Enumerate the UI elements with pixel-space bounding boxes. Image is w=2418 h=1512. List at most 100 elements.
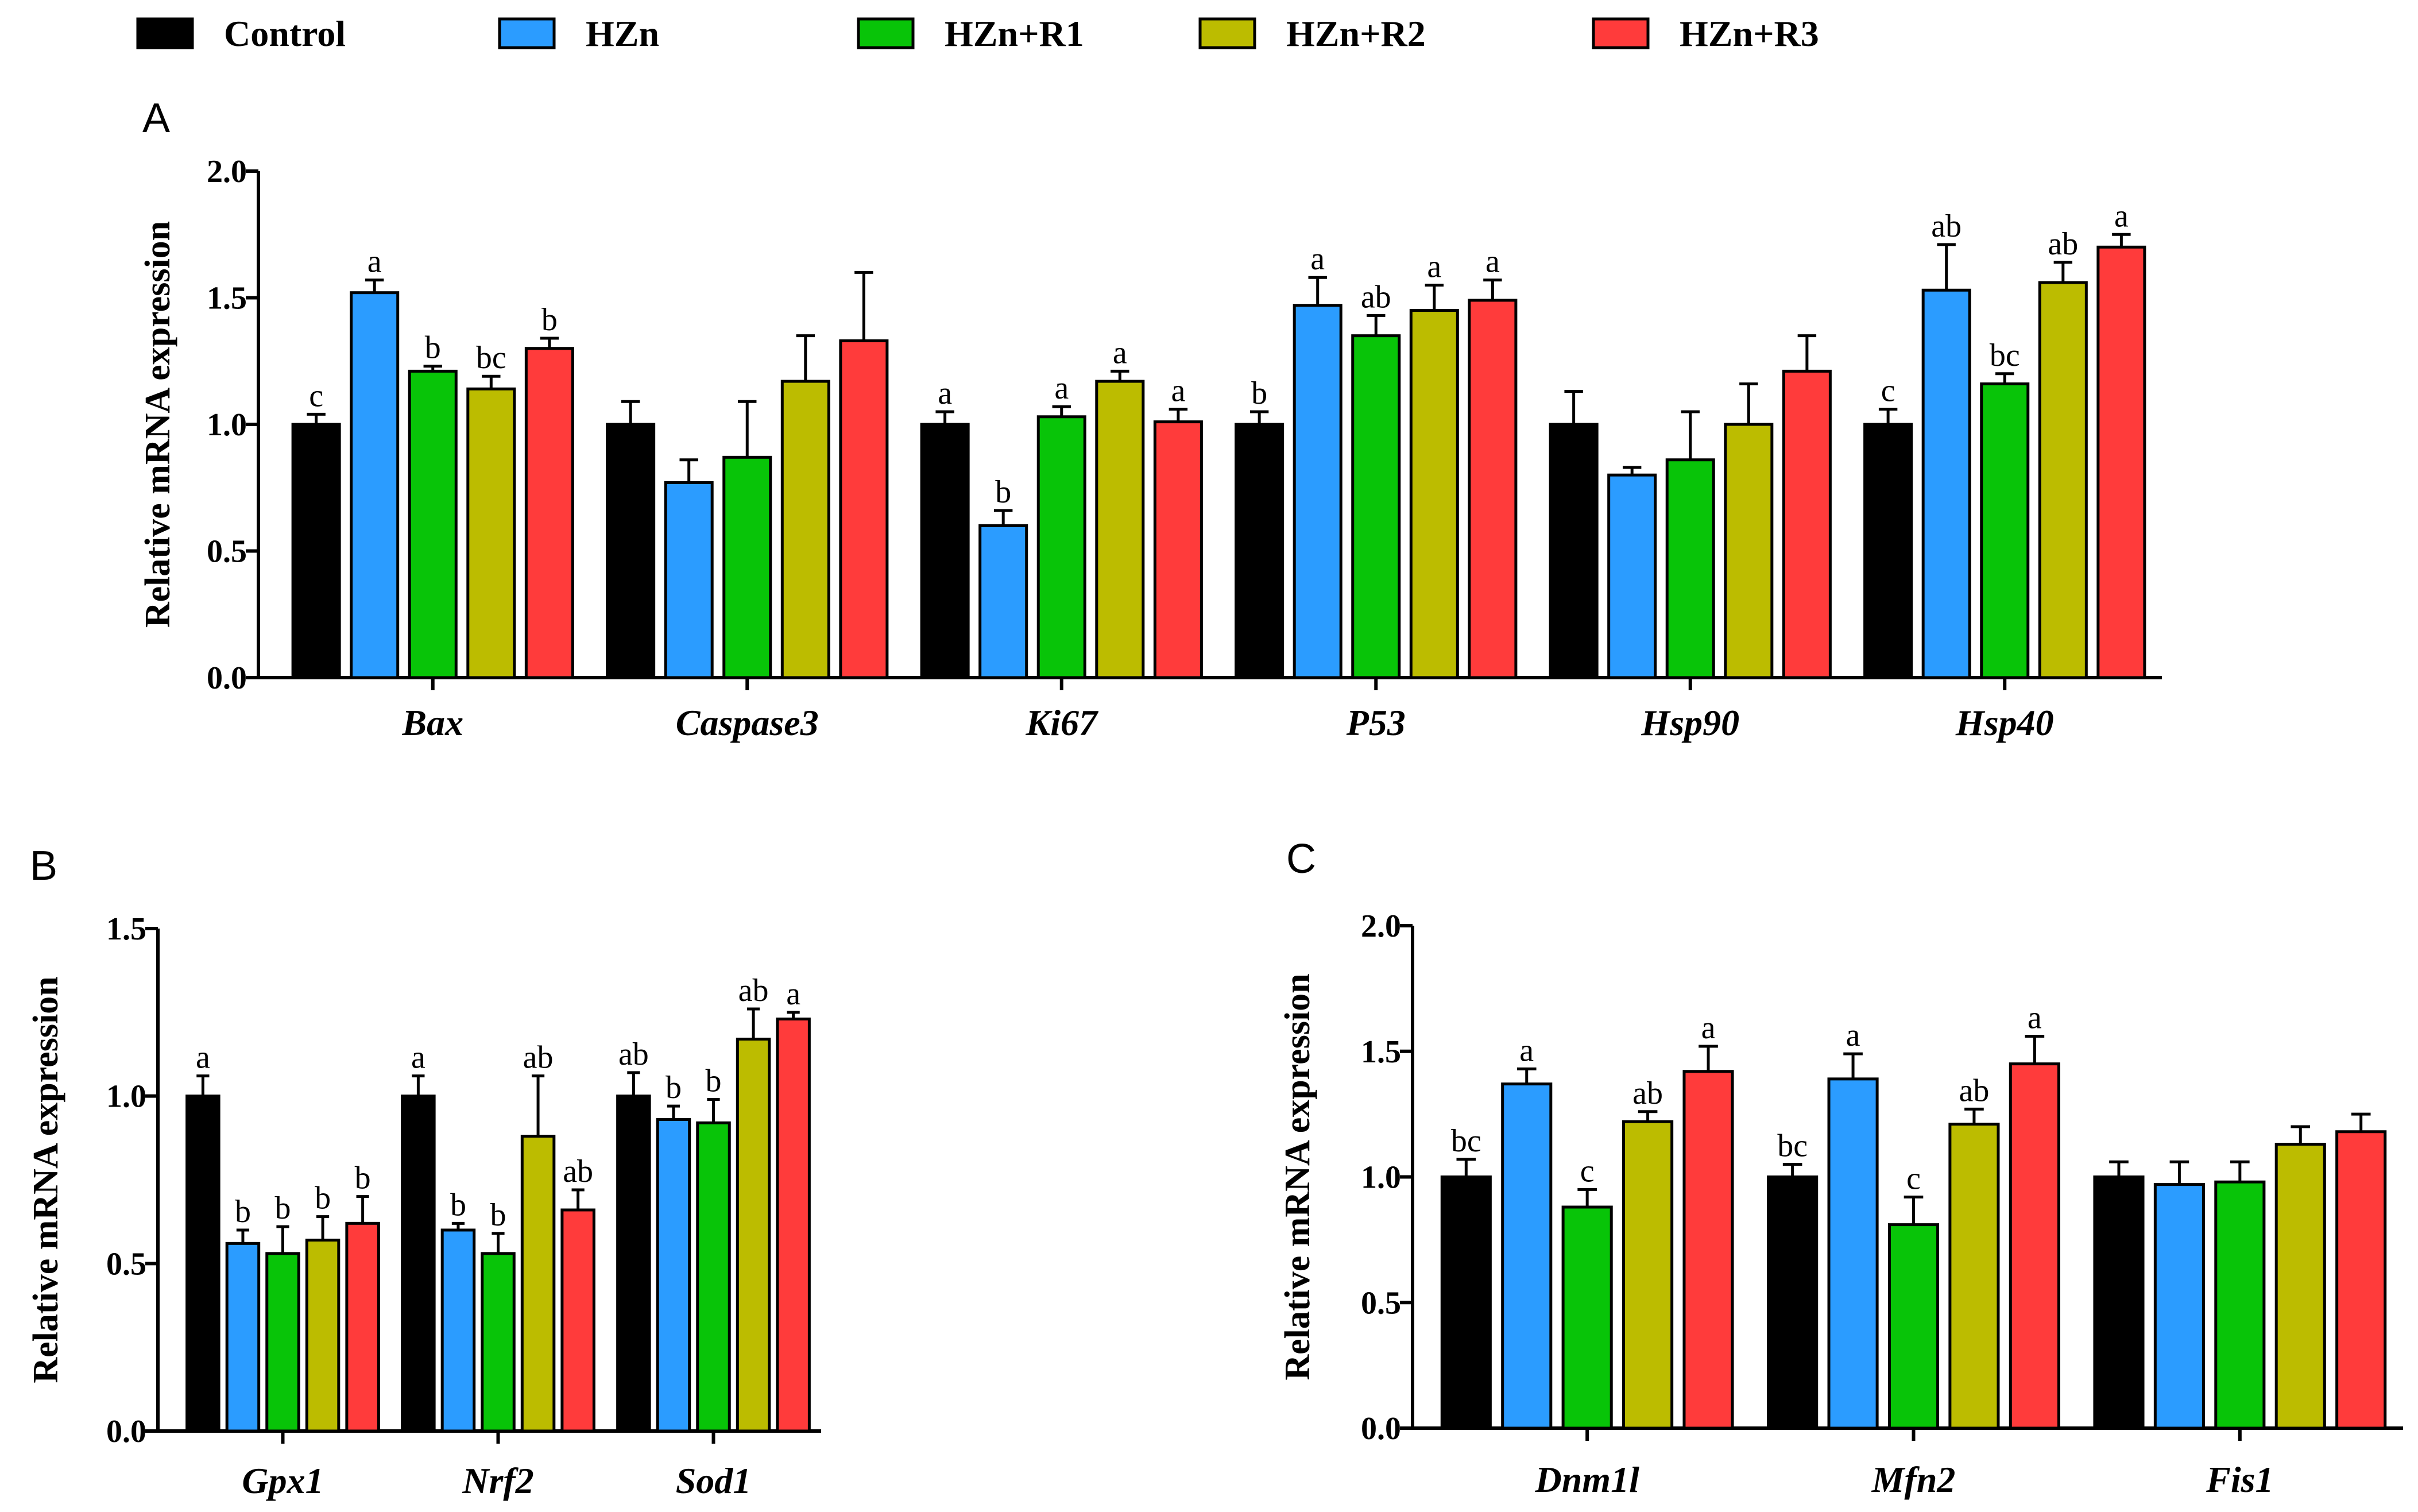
y-tick-label: 1.5 [106, 911, 146, 947]
category-label: Dnm1l [1534, 1459, 1639, 1500]
significance-label: a [1427, 249, 1441, 284]
significance-label: ab [563, 1154, 593, 1189]
y-tick-label: 1.0 [207, 407, 247, 443]
significance-label: ab [618, 1037, 649, 1072]
bar-control [185, 1095, 220, 1433]
significance-label: bc [1777, 1128, 1808, 1164]
bar-hzn-r3 [1153, 420, 1203, 679]
bar-control [2093, 1175, 2145, 1430]
legend-label-0: Control [224, 13, 346, 54]
panel-label: A [142, 95, 170, 141]
significance-label: a [1846, 1018, 1860, 1053]
bar-hzn-r3 [1468, 299, 1518, 679]
y-tick-label: 0.5 [106, 1246, 146, 1282]
bar-hzn-r2 [780, 380, 830, 679]
category-label: Hsp40 [1955, 702, 2054, 743]
significance-label: a [1171, 373, 1185, 409]
significance-label: a [196, 1040, 210, 1076]
y-tick-label: 0.5 [207, 534, 247, 570]
bar-hzn [2153, 1183, 2205, 1430]
bar-control [1549, 423, 1599, 679]
significance-label: a [1519, 1033, 1534, 1068]
bar-hzn-r2 [466, 387, 516, 679]
bar-hzn-r2 [2038, 281, 2088, 679]
panel-label: C [1286, 836, 1316, 882]
bar-hzn-r2 [1409, 309, 1459, 679]
significance-label: b [355, 1161, 371, 1196]
significance-label: b [666, 1070, 682, 1105]
significance-label: c [309, 378, 323, 413]
bar-hzn-r2 [1948, 1123, 2000, 1430]
y-tick-label: 0.5 [1361, 1285, 1401, 1321]
significance-label: a [367, 244, 382, 280]
bar-hzn-r2 [1095, 380, 1145, 679]
legend-swatch-0 [136, 17, 194, 49]
significance-label: bc [1990, 338, 2020, 373]
legend-label-2: HZn+R1 [945, 13, 1084, 54]
significance-label: ab [1931, 208, 1962, 244]
category-label: Fis1 [2206, 1459, 2273, 1500]
bar-hzn-r1 [1887, 1223, 1940, 1430]
legend-label-1: HZn [586, 13, 659, 54]
bar-hzn-r3 [2335, 1130, 2387, 1430]
significance-label: bc [1451, 1123, 1481, 1159]
significance-label: b [450, 1187, 466, 1223]
legend-swatch-4 [1592, 17, 1650, 49]
category-label: Ki67 [1026, 702, 1099, 743]
panel-label: B [30, 843, 57, 889]
significance-label: c [1580, 1153, 1595, 1189]
bar-hzn [664, 481, 714, 679]
bar-hzn-r1 [696, 1121, 731, 1433]
y-tick-label: 1.0 [1361, 1160, 1401, 1196]
legend-swatch-3 [1198, 17, 1256, 49]
bar-hzn-r3 [1782, 369, 1832, 679]
significance-label: bc [476, 340, 506, 376]
significance-label: a [786, 976, 800, 1012]
bar-hzn [1921, 288, 1971, 679]
significance-label: b [275, 1190, 291, 1226]
y-tick-label: 0.0 [106, 1414, 146, 1449]
category-label: Hsp90 [1641, 702, 1739, 743]
panel-c: C Relative mRNA expression 0.0 0.5 1.0 1.5 2.0… [1278, 836, 2403, 1500]
y-tick-label: 2.0 [207, 154, 247, 190]
bar-hzn-r3 [2096, 245, 2146, 679]
significance-label: ab [1361, 279, 1391, 315]
significance-label: b [706, 1064, 722, 1099]
category-label: Mfn2 [1871, 1459, 1956, 1500]
bar-hzn-r1 [1036, 415, 1086, 679]
bar-control [1440, 1175, 1492, 1430]
significance-label: ab [738, 973, 769, 1008]
significance-label: b [1251, 376, 1267, 411]
category-label: Bax [401, 702, 463, 743]
bar-hzn-r1 [481, 1252, 516, 1433]
panel-a: A Relative mRNA expression 0.0 0.5 1.0 1.5 2.0… [138, 95, 2162, 743]
significance-label: a [1310, 241, 1325, 277]
bar-hzn-r2 [2274, 1143, 2326, 1430]
panel-b: B Relative mRNA expression 0.0 0.5 1.0 1.5 Gpx… [26, 843, 821, 1501]
bar-hzn-r2 [1724, 423, 1774, 679]
significance-label: b [995, 474, 1011, 510]
y-tick-label: 1.5 [207, 281, 247, 316]
significance-label: a [938, 376, 952, 411]
bar-control [1767, 1175, 1819, 1430]
significance-label: a [2114, 198, 2129, 234]
bar-hzn-r1 [722, 455, 772, 679]
bar-hzn [1827, 1077, 1879, 1430]
significance-label: b [235, 1194, 251, 1229]
bar-hzn-r2 [305, 1239, 341, 1433]
bar-hzn [1501, 1082, 1553, 1430]
significance-label: b [541, 302, 558, 338]
bar-control [920, 423, 970, 679]
significance-label: b [490, 1197, 506, 1233]
bar-hzn-r1 [1980, 382, 2030, 679]
significance-label: ab [523, 1040, 554, 1076]
bar-control [1863, 423, 1913, 679]
legend-swatch-2 [857, 17, 915, 49]
significance-label: a [411, 1040, 425, 1076]
significance-label: ab [1959, 1073, 1989, 1108]
category-label: Gpx1 [242, 1460, 323, 1501]
significance-label: b [425, 330, 441, 366]
significance-label: a [1485, 244, 1500, 280]
bar-control [1235, 423, 1285, 679]
